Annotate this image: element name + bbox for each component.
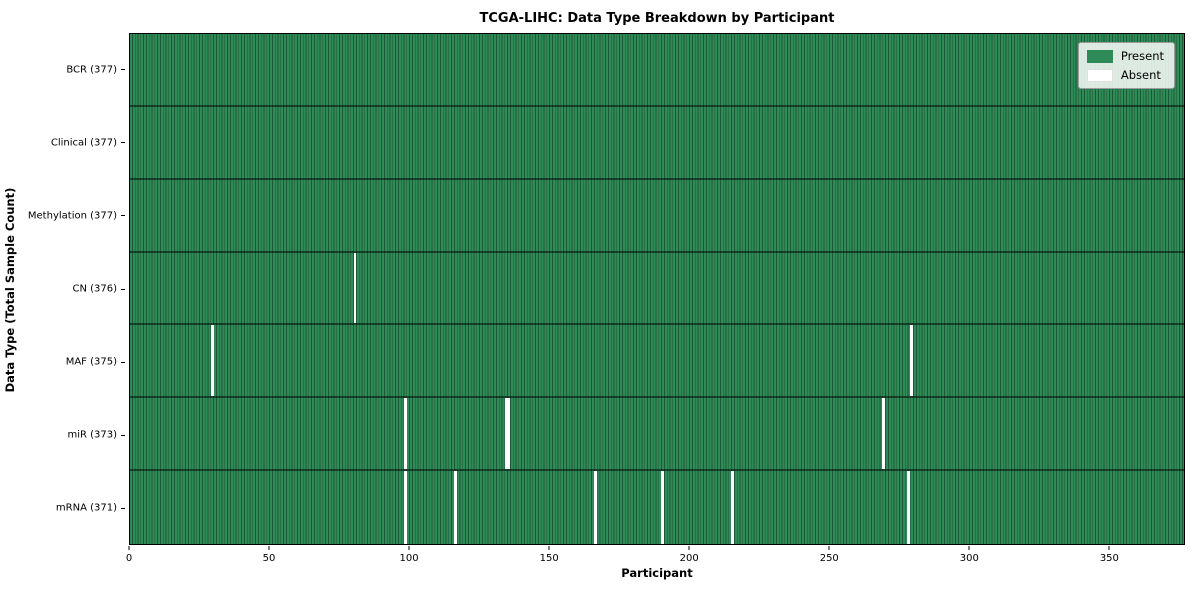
xtick-label-0: 0	[125, 553, 133, 564]
absent-cell-mRNA-166	[594, 471, 597, 544]
heatmap-row-mRNA	[130, 471, 1184, 544]
absent-cell-MAF-279	[910, 325, 913, 397]
xtick-mark-150	[548, 546, 550, 550]
plot-area: Present Absent	[129, 33, 1185, 545]
heatmap-row-miR	[130, 398, 1184, 472]
xtick-mark-250	[828, 546, 830, 550]
ytick-label-miR: miR (373)	[67, 429, 117, 441]
present-swatch-icon	[1086, 49, 1113, 63]
absent-cell-CN-80	[353, 252, 357, 324]
absent-cell-MAF-29	[211, 325, 214, 397]
heatmap-row-BCR	[130, 34, 1184, 107]
ytick-mark-Methylation	[121, 215, 125, 217]
xtick-label-250: 250	[819, 553, 839, 564]
xtick-label-200: 200	[679, 553, 699, 564]
ytick-mark-BCR	[121, 69, 125, 71]
ytick-label-BCR: BCR (377)	[66, 64, 117, 76]
absent-cell-mRNA-116	[454, 471, 458, 544]
ytick-label-CN: CN (376)	[72, 283, 117, 295]
xtick-label-150: 150	[539, 553, 559, 564]
xtick-label-50: 50	[262, 553, 276, 564]
legend: Present Absent	[1077, 42, 1175, 89]
absent-cell-mRNA-98	[403, 471, 407, 544]
ytick-label-Clinical: Clinical (377)	[50, 137, 117, 149]
ytick-mark-miR	[121, 434, 125, 436]
ytick-label-Methylation: Methylation (377)	[27, 210, 117, 222]
heatmap-rows	[130, 34, 1184, 544]
absent-cell-miR-269	[882, 398, 885, 470]
legend-absent-label: Absent	[1120, 68, 1161, 82]
xtick-mark-0	[128, 546, 130, 550]
xtick-mark-200	[688, 546, 690, 550]
absent-cell-miR-134	[504, 398, 508, 470]
absent-cell-mRNA-190	[661, 471, 664, 544]
heatmap-row-Clinical	[130, 107, 1184, 180]
absent-cell-mRNA-215	[731, 471, 734, 544]
legend-present-label: Present	[1120, 49, 1164, 63]
ytick-mark-mRNA	[121, 507, 125, 509]
xtick-label-300: 300	[959, 553, 979, 564]
ytick-mark-CN	[121, 288, 125, 290]
xtick-mark-50	[268, 546, 270, 550]
ytick-label-MAF: MAF (375)	[65, 356, 117, 368]
xtick-mark-350	[1108, 546, 1110, 550]
ytick-label-mRNA: mRNA (371)	[55, 502, 117, 514]
heatmap-row-CN	[130, 252, 1184, 326]
legend-item-absent: Absent	[1086, 68, 1164, 82]
ytick-mark-Clinical	[121, 142, 125, 144]
absent-swatch-icon	[1086, 68, 1113, 82]
absent-cell-mRNA-278	[907, 471, 910, 544]
xtick-mark-300	[968, 546, 970, 550]
legend-item-present: Present	[1086, 49, 1164, 63]
ytick-mark-MAF	[121, 361, 125, 363]
x-axis: 0 50 100 150 200 250 300 350	[125, 545, 1185, 575]
xtick-mark-100	[408, 546, 410, 550]
y-axis: BCR (377) Clinical (377) Methylation (377)…	[0, 33, 125, 545]
x-axis-title: Participant	[621, 566, 693, 580]
absent-cell-miR-135	[507, 398, 511, 470]
xtick-label-350: 350	[1099, 553, 1119, 564]
xtick-label-100: 100	[399, 553, 419, 564]
chart-title: TCGA-LIHC: Data Type Breakdown by Partic…	[479, 11, 835, 26]
heatmap-row-MAF	[130, 325, 1184, 399]
absent-cell-miR-98	[403, 398, 407, 470]
heatmap-row-Methylation	[130, 180, 1184, 253]
